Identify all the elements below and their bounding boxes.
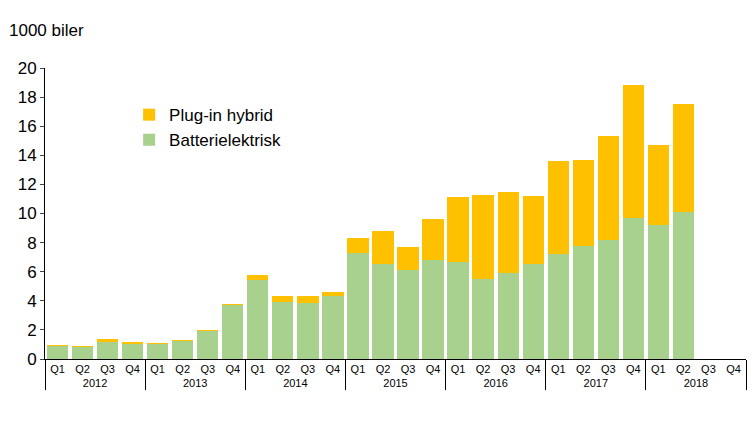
svg-text:1000 biler: 1000 biler xyxy=(9,21,84,40)
svg-text:10: 10 xyxy=(18,204,37,223)
svg-text:0: 0 xyxy=(27,350,36,369)
svg-text:2013: 2013 xyxy=(183,377,207,389)
svg-text:Q4: Q4 xyxy=(426,363,441,375)
svg-text:Q3: Q3 xyxy=(701,363,716,375)
svg-text:Plug-in hybrid: Plug-in hybrid xyxy=(169,106,273,125)
svg-text:Q1: Q1 xyxy=(551,363,566,375)
svg-text:18: 18 xyxy=(18,88,37,107)
svg-text:Q1: Q1 xyxy=(150,363,165,375)
svg-text:Q3: Q3 xyxy=(100,363,115,375)
svg-text:14: 14 xyxy=(18,146,37,165)
svg-text:2015: 2015 xyxy=(383,377,407,389)
svg-text:Q3: Q3 xyxy=(501,363,516,375)
svg-text:16: 16 xyxy=(18,117,37,136)
svg-text:2014: 2014 xyxy=(283,377,307,389)
svg-text:Q3: Q3 xyxy=(301,363,316,375)
svg-text:Q4: Q4 xyxy=(526,363,541,375)
svg-text:Q4: Q4 xyxy=(125,363,140,375)
svg-text:Q1: Q1 xyxy=(50,363,65,375)
svg-text:Q2: Q2 xyxy=(676,363,691,375)
svg-text:2: 2 xyxy=(27,321,36,340)
svg-text:Q1: Q1 xyxy=(351,363,366,375)
svg-text:2012: 2012 xyxy=(83,377,107,389)
svg-text:Batterielektrisk: Batterielektrisk xyxy=(169,131,281,150)
svg-text:8: 8 xyxy=(27,234,36,253)
svg-text:Q4: Q4 xyxy=(626,363,641,375)
svg-text:12: 12 xyxy=(18,175,37,194)
svg-text:4: 4 xyxy=(27,292,36,311)
svg-text:Q4: Q4 xyxy=(726,363,741,375)
svg-text:Q3: Q3 xyxy=(200,363,215,375)
svg-text:Q2: Q2 xyxy=(75,363,90,375)
svg-text:Q1: Q1 xyxy=(250,363,265,375)
svg-text:Q3: Q3 xyxy=(401,363,416,375)
svg-text:Q1: Q1 xyxy=(451,363,466,375)
svg-text:Q2: Q2 xyxy=(376,363,391,375)
svg-text:Q4: Q4 xyxy=(225,363,240,375)
svg-text:Q2: Q2 xyxy=(275,363,290,375)
svg-text:Q1: Q1 xyxy=(651,363,666,375)
svg-text:2018: 2018 xyxy=(684,377,708,389)
svg-text:Q2: Q2 xyxy=(576,363,591,375)
svg-text:6: 6 xyxy=(27,263,36,282)
svg-text:Q3: Q3 xyxy=(601,363,616,375)
svg-text:2016: 2016 xyxy=(483,377,507,389)
svg-text:Q2: Q2 xyxy=(476,363,491,375)
svg-text:2017: 2017 xyxy=(584,377,608,389)
svg-text:Q4: Q4 xyxy=(326,363,341,375)
svg-text:Q2: Q2 xyxy=(175,363,190,375)
svg-text:20: 20 xyxy=(18,59,37,78)
